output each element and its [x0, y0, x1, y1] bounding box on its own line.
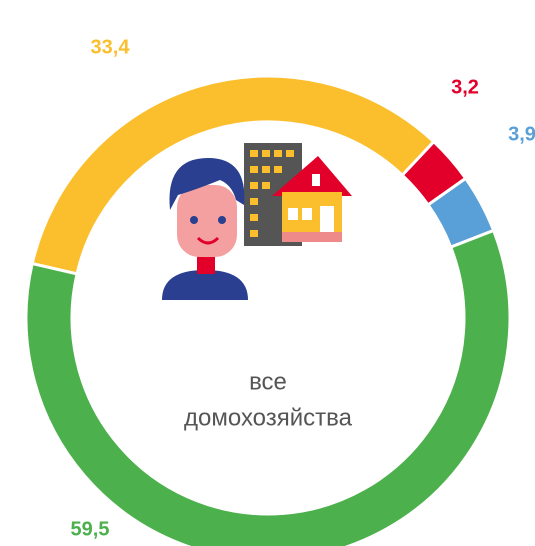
- face: [177, 185, 237, 257]
- body: [162, 270, 248, 300]
- icon: [162, 143, 352, 300]
- value-label: 3,9: [508, 123, 535, 145]
- center-label: домохозяйства: [184, 404, 353, 431]
- value-label: 3,2: [451, 76, 479, 98]
- center-label: все: [249, 368, 287, 395]
- hair: [169, 158, 245, 210]
- value-label: 33,4: [91, 36, 131, 58]
- value-label: 59,5: [71, 518, 110, 540]
- slice: [24, 228, 512, 546]
